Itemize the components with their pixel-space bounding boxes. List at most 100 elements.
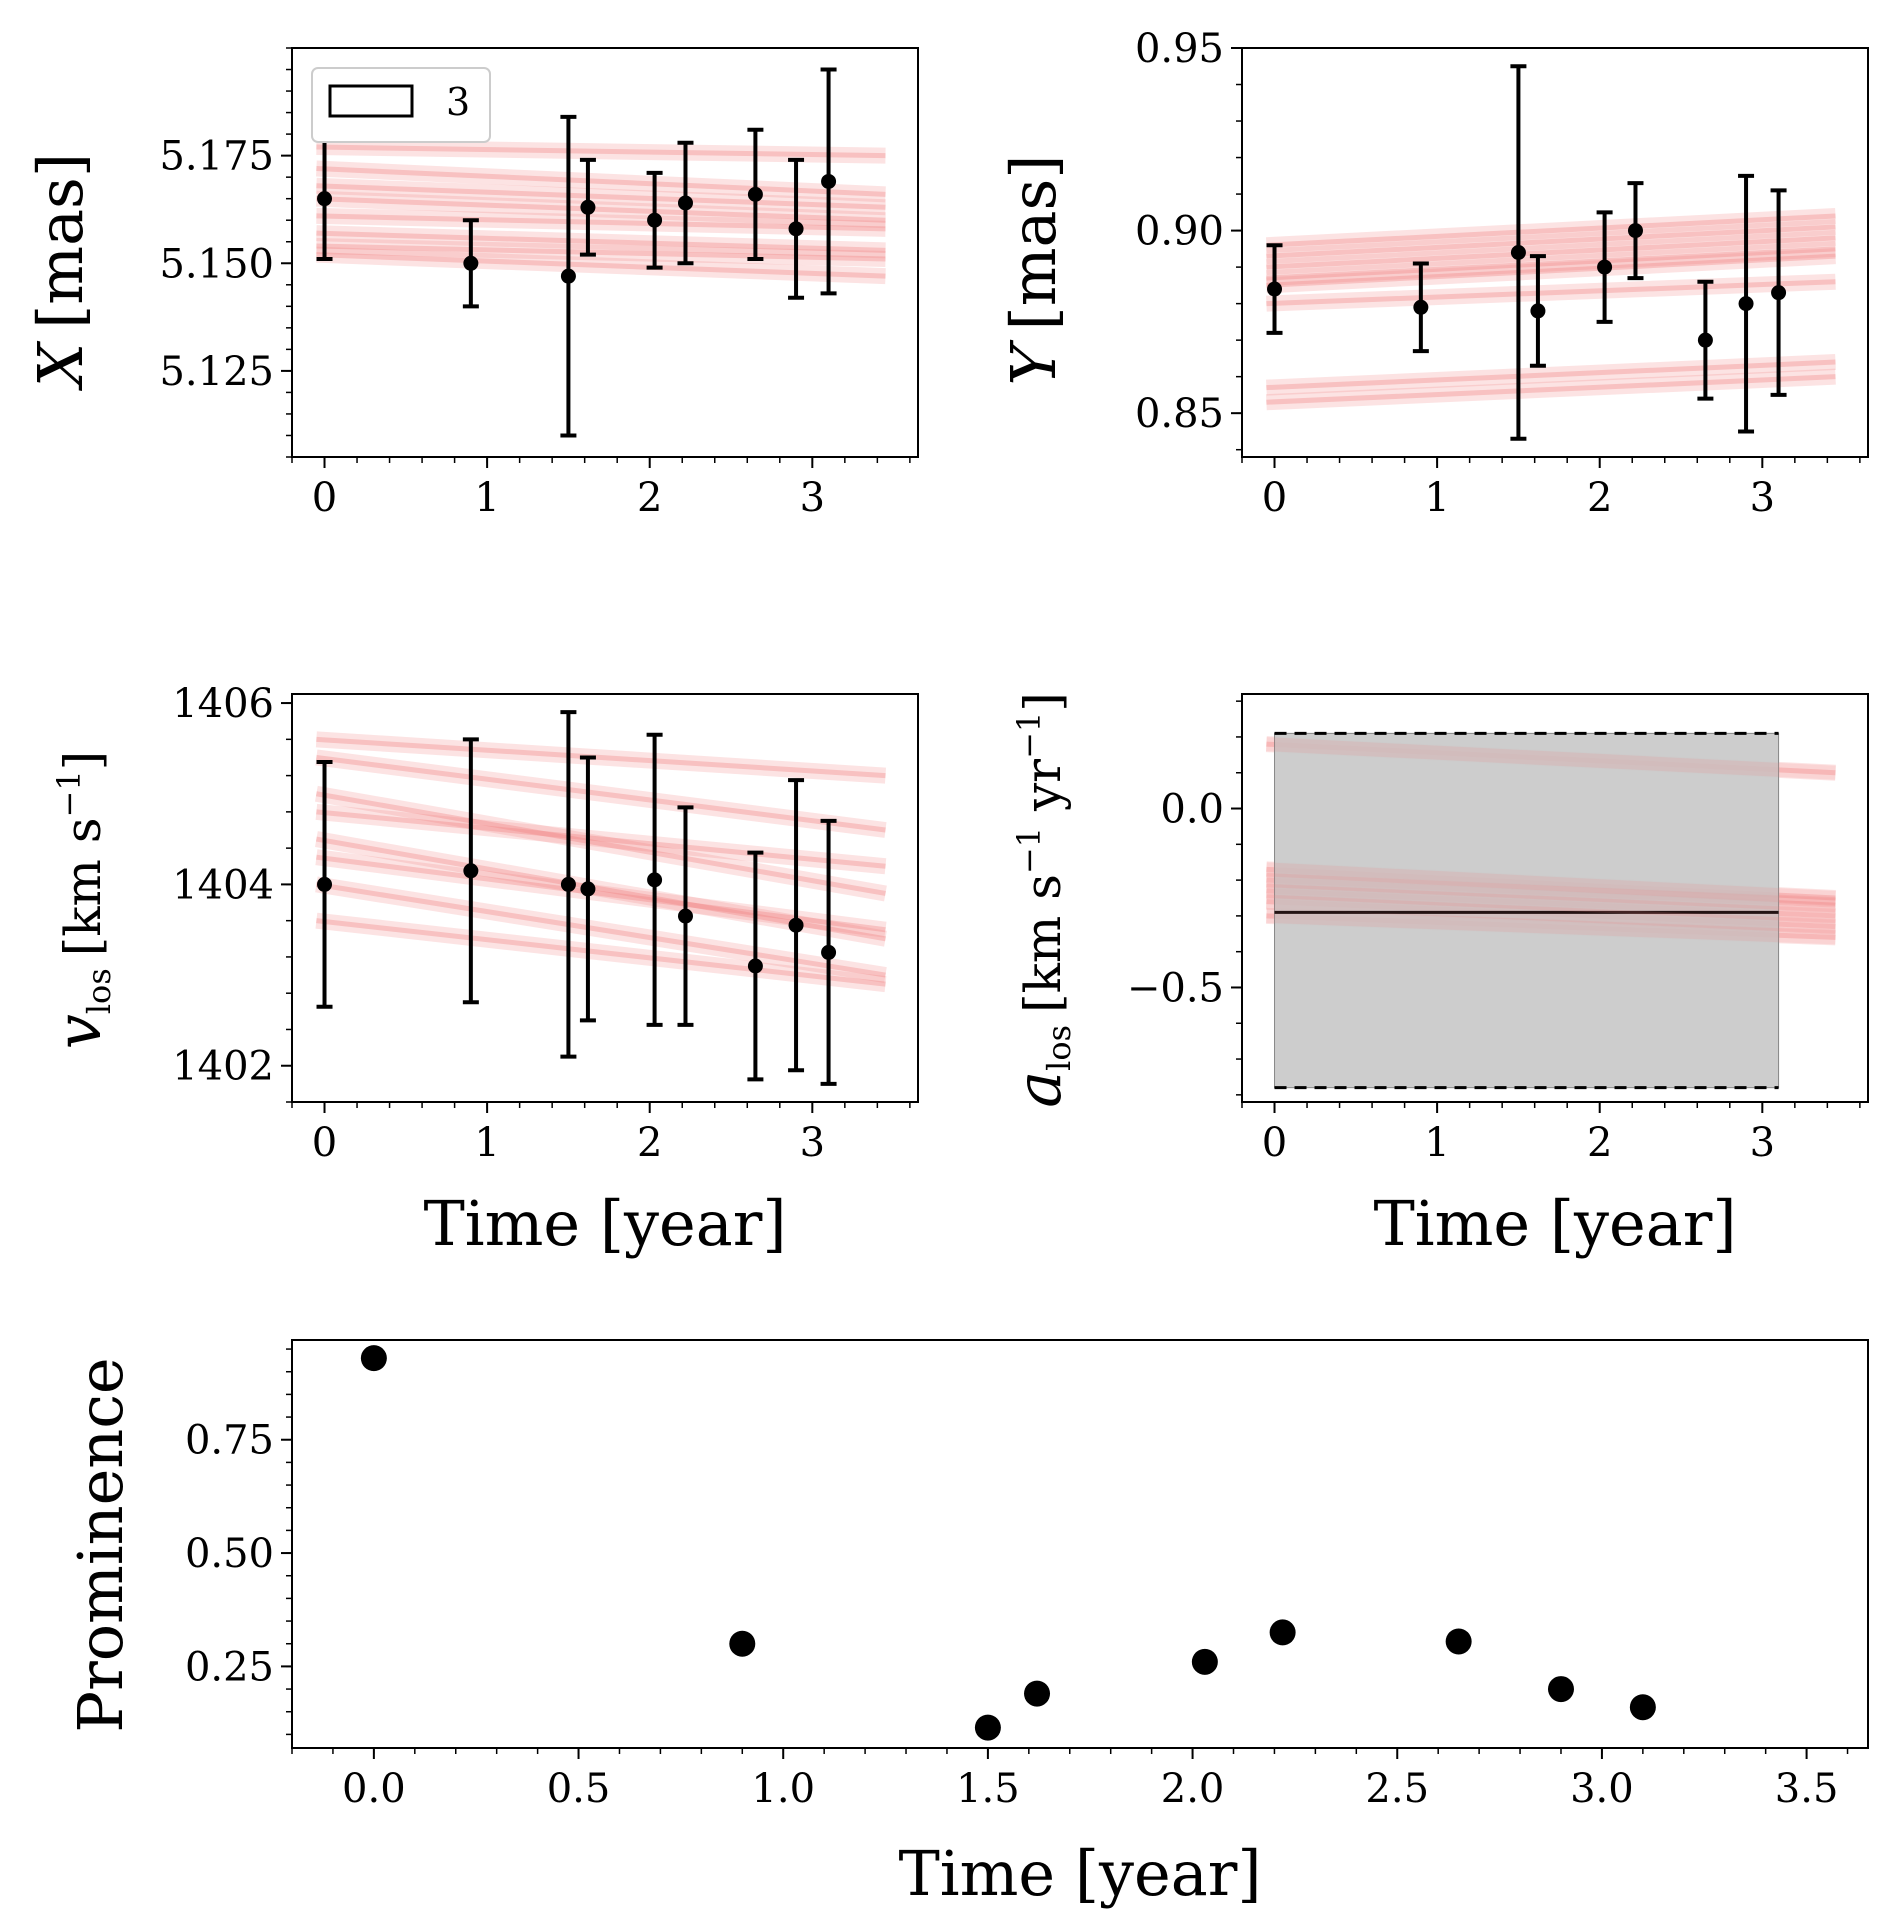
x-tick-label: 3 [800,475,825,521]
model-line [315,749,887,838]
data-point [747,958,763,974]
y-tick-label: 1406 [172,681,274,727]
model-line-core [1266,279,1836,307]
model-line-core [316,196,886,223]
model-line [316,238,886,267]
xlabel-right: Time [year] [1373,1187,1736,1260]
model-line [316,225,886,259]
model-line-core [315,791,886,896]
data-point [360,1345,387,1372]
y-tick-label: 0.25 [185,1644,274,1690]
model-line-core [316,809,886,869]
data-point [1738,296,1754,312]
data-point [1547,1676,1574,1703]
model-line-core [316,243,886,262]
data-point [1597,259,1613,275]
model-line-core [316,166,886,197]
band-area [1274,732,1780,1089]
data-point [317,191,333,207]
model-line [315,876,887,983]
data-point [1697,332,1713,348]
x-tick-label: 2 [1587,475,1612,521]
model-line [315,731,886,784]
data-point [560,268,576,284]
panel-y-position: Y[mas] 0 1 2 3 0.85 0.90 0.95 [997,26,1869,521]
model-line [1266,354,1836,396]
y-tick-label: −0.5 [1127,965,1224,1011]
model-line [316,190,886,229]
data-point [1269,1619,1296,1646]
data-point [788,917,804,933]
x-tick-label: 3 [1750,1120,1775,1166]
model-line-overlay [1266,883,1836,923]
legend: 3 [311,67,491,143]
data-point [647,212,663,228]
model-line-core [1266,374,1836,405]
x-tick-label: 3.0 [1570,1766,1634,1812]
model-line-core [316,736,886,779]
model-line [1265,240,1836,287]
data-point [463,255,479,271]
model-line-core [1266,253,1836,288]
y-tick-label: 5.150 [159,241,274,287]
model-line-overlay [1266,862,1836,905]
ylabel-prominence: Prominence [64,1357,137,1732]
model-line [315,785,887,902]
panel-vlos: vlos[km s−1] 0 1 2 3 1402 1404 1406 [42,681,919,1166]
y-tick-label: 1402 [172,1044,274,1090]
model-line [316,139,886,164]
x-tick-label: 2.5 [1365,1766,1429,1812]
data-point [729,1630,756,1657]
data-point [788,221,804,237]
model-line-core [315,881,886,978]
model-line-core [316,754,886,833]
model-line [1265,207,1836,254]
data-point [1024,1680,1051,1707]
x-tick-label: 1.0 [751,1766,815,1812]
model-line [315,912,887,993]
panel-alos: alos[km s−1 yr−1] 0 1 2 3 −0.5 0.0 [1002,692,1869,1166]
x-tick-label: 3.5 [1775,1766,1839,1812]
data-point [1629,1694,1656,1721]
model-line-overlay [1266,873,1836,913]
model-line [315,803,887,875]
legend-label: 3 [446,80,470,124]
ylabel-vlos: vlos[km s−1] [42,751,118,1049]
model-line-core [1266,213,1836,248]
data-point [1267,281,1283,297]
xlabel-bottom: Time [year] [898,1837,1261,1910]
data-point [580,881,596,897]
y-tick-label: 0.85 [1135,391,1224,437]
data-point [1771,285,1787,301]
y-tick-label: 0.90 [1135,209,1224,255]
model-line-overlay [1266,894,1836,934]
data-point [317,876,333,892]
x-tick-label: 1 [1424,1120,1449,1166]
x-tick-label: 2 [637,475,662,521]
data-point [1445,1628,1472,1655]
x-tick-label: 1 [1424,475,1449,521]
data-point [1191,1648,1218,1675]
y-tick-label: 0.0 [1160,787,1224,833]
model-line [316,160,886,203]
plot-frame [1241,693,1869,1103]
xlabel-left: Time [year] [423,1187,786,1260]
data-point [821,173,837,189]
model-line-core [1266,359,1836,391]
y-tick-label: 5.175 [159,134,274,180]
model-line-core [1266,224,1836,259]
model-line [1266,273,1836,312]
y-tick-label: 1404 [172,862,274,908]
model-line [315,849,887,938]
data-point [677,908,693,924]
y-tick-label: 0.75 [185,1418,274,1464]
plot-frame [291,1339,1869,1749]
data-point [463,863,479,879]
data-point [1530,303,1546,319]
model-line-overlay [1266,737,1836,780]
x-tick-label: 0 [1262,475,1287,521]
model-line-core [316,183,886,210]
model-line-core [1266,235,1836,270]
x-tick-label: 3 [1750,475,1775,521]
model-line [316,177,886,216]
